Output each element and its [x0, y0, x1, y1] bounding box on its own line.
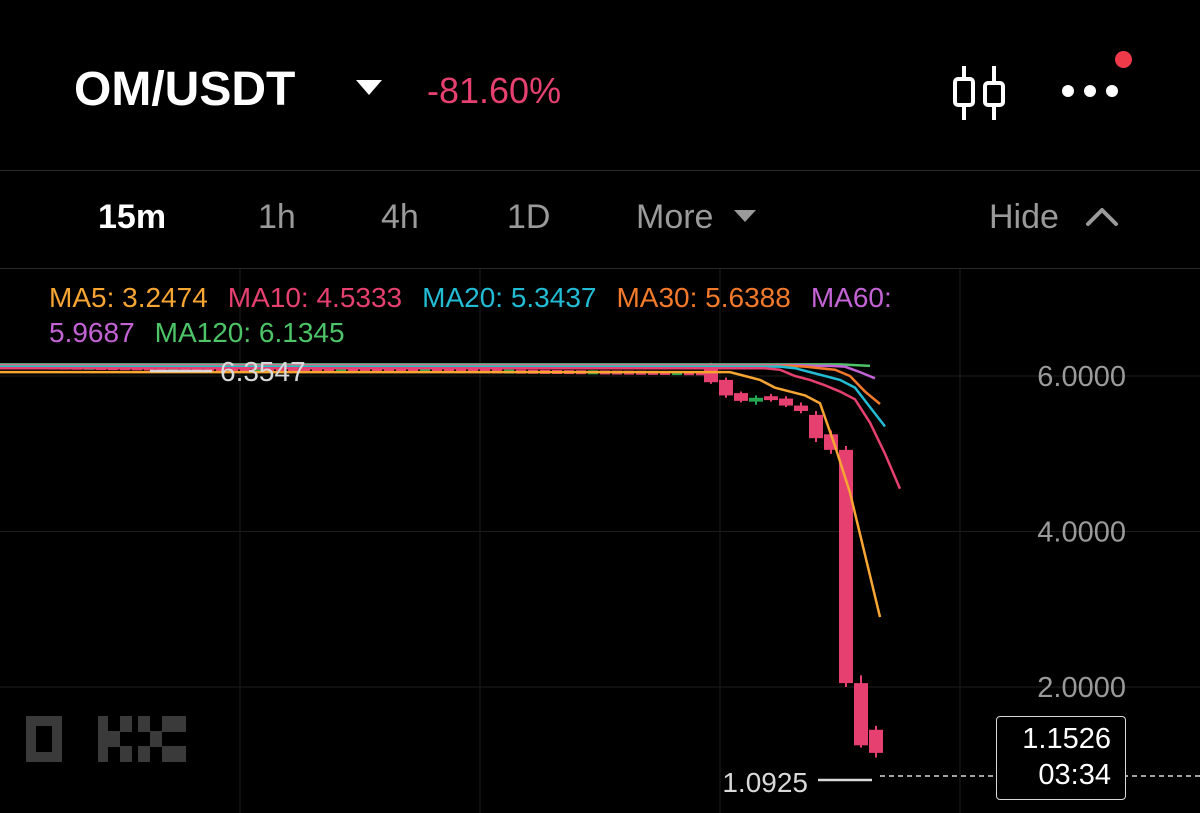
chevron-down-icon[interactable]	[356, 80, 382, 95]
ma30-label: MA30: 5.6388	[616, 282, 791, 313]
candle	[794, 405, 808, 411]
okx-logo-watermark	[138, 746, 150, 762]
candle	[348, 368, 358, 373]
candle	[809, 414, 823, 439]
candle	[324, 367, 334, 372]
okx-logo-watermark	[150, 731, 162, 747]
ma5-line	[0, 370, 882, 618]
more-options-icon[interactable]	[1058, 78, 1122, 108]
low-price-label: 1.0925	[722, 767, 808, 798]
candle	[360, 368, 370, 373]
candle	[719, 379, 733, 396]
y-axis-label: 4.0000	[1037, 517, 1126, 549]
ma60-value: 5.9687	[49, 317, 135, 348]
y-axis-label: 6.0000	[1037, 361, 1126, 393]
okx-logo-watermark	[162, 746, 174, 762]
okx-logo-watermark	[162, 716, 174, 732]
candle	[779, 398, 793, 406]
candle	[420, 368, 430, 373]
high-price-label: 6.3547	[220, 356, 306, 387]
candle	[869, 729, 883, 753]
current-price: 1.1526	[1022, 723, 1111, 755]
divider	[0, 268, 1200, 269]
hide-button[interactable]: Hide	[989, 198, 1059, 236]
notification-dot	[1115, 51, 1132, 68]
candle	[396, 368, 406, 373]
price-change: -81.60%	[427, 70, 562, 111]
candle	[854, 683, 868, 746]
timeframe-15m[interactable]: 15m	[98, 198, 167, 236]
pair-header: OM/USDT -81.60%	[0, 0, 1200, 170]
okx-logo-watermark	[98, 716, 108, 762]
candle	[764, 396, 778, 401]
ma5-label: MA5: 3.2474	[49, 282, 208, 313]
candle	[839, 449, 853, 684]
okx-logo-watermark	[174, 716, 186, 732]
okx-logo-watermark	[36, 726, 52, 752]
ma-legend-row-2: 5.9687 MA120: 6.1345	[49, 317, 365, 349]
ma-legend-row-1: MA5: 3.2474 MA10: 4.5333 MA20: 5.3437 MA30:…	[49, 282, 912, 314]
okx-logo-watermark	[174, 746, 186, 762]
candle	[384, 368, 394, 373]
candle-countdown: 03:34	[1038, 759, 1111, 791]
okx-logo-watermark	[138, 716, 150, 732]
timeframe-1d[interactable]: 1D	[507, 198, 551, 236]
chevron-up-icon[interactable]	[1084, 204, 1120, 228]
ma20-label: MA20: 5.3437	[422, 282, 597, 313]
candle	[276, 367, 286, 372]
candle	[312, 367, 322, 372]
more-timeframes-button[interactable]: More	[636, 198, 714, 236]
divider	[0, 170, 1200, 171]
candle	[734, 393, 748, 401]
okx-logo-watermark	[120, 746, 132, 762]
pair-title[interactable]: OM/USDT	[74, 63, 296, 116]
candle	[749, 397, 763, 402]
timeframe-4h[interactable]: 4h	[381, 198, 419, 236]
y-axis-label: 2.0000	[1037, 672, 1126, 704]
ma10-label: MA10: 4.5333	[227, 282, 403, 313]
candle	[300, 367, 310, 372]
current-price-box: 1.1526 03:34	[996, 716, 1126, 800]
candle	[408, 368, 418, 373]
okx-logo-watermark	[120, 716, 132, 732]
chevron-down-icon[interactable]	[734, 210, 756, 222]
ma10-line	[0, 366, 902, 490]
candle	[288, 367, 298, 372]
candle	[372, 368, 382, 373]
ma20-line	[0, 365, 886, 428]
candle	[336, 368, 346, 373]
okx-logo-watermark	[108, 731, 120, 747]
timeframe-1h[interactable]: 1h	[258, 198, 296, 236]
ma60-label: MA60:	[810, 282, 892, 313]
price-chart[interactable]: 6.3547 1.0925 6.0000 4.0000 2.0000	[0, 268, 1200, 813]
ma120-label: MA120: 6.1345	[154, 317, 345, 348]
candlestick-icon[interactable]	[948, 62, 1010, 124]
